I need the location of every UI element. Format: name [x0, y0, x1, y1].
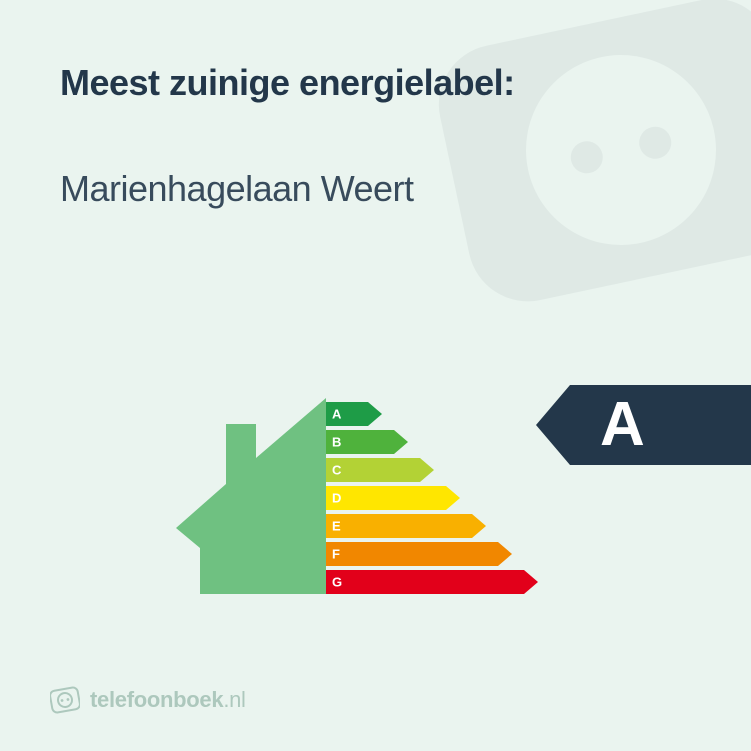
- brand-name: telefoonboek: [90, 687, 223, 712]
- energy-bar-shape: [326, 542, 512, 566]
- energy-bar-f: F: [326, 542, 538, 566]
- energy-bar-shape: [326, 486, 460, 510]
- rating-badge: A: [536, 385, 751, 465]
- energy-bar-label: C: [332, 463, 341, 478]
- energy-bar-label: A: [332, 407, 341, 422]
- energy-bars: ABCDEFG: [326, 402, 538, 598]
- rating-letter: A: [600, 394, 645, 456]
- page-title: Meest zuinige energielabel:: [60, 62, 691, 104]
- energy-bar-g: G: [326, 570, 538, 594]
- energy-bar-e: E: [326, 514, 538, 538]
- brand-logo-icon: [50, 685, 80, 715]
- energy-bar-b: B: [326, 430, 538, 454]
- energy-bar-shape: [326, 514, 486, 538]
- energy-bar-d: D: [326, 486, 538, 510]
- content-area: Meest zuinige energielabel: Marienhagela…: [0, 0, 751, 210]
- energy-bar-label: G: [332, 575, 342, 590]
- energy-bar-label: D: [332, 491, 341, 506]
- energy-bar-label: B: [332, 435, 341, 450]
- energy-bar-shape: [326, 458, 434, 482]
- footer-brand: telefoonboek.nl: [50, 685, 246, 715]
- energy-bar-shape: [326, 570, 538, 594]
- energy-bar-label: F: [332, 547, 340, 562]
- energy-bar-label: E: [332, 519, 341, 534]
- energy-bar-c: C: [326, 458, 538, 482]
- house-icon: [170, 388, 326, 598]
- brand-text: telefoonboek.nl: [90, 687, 246, 713]
- energy-bar-a: A: [326, 402, 538, 426]
- brand-tld: .nl: [223, 687, 245, 712]
- location-subtitle: Marienhagelaan Weert: [60, 168, 691, 210]
